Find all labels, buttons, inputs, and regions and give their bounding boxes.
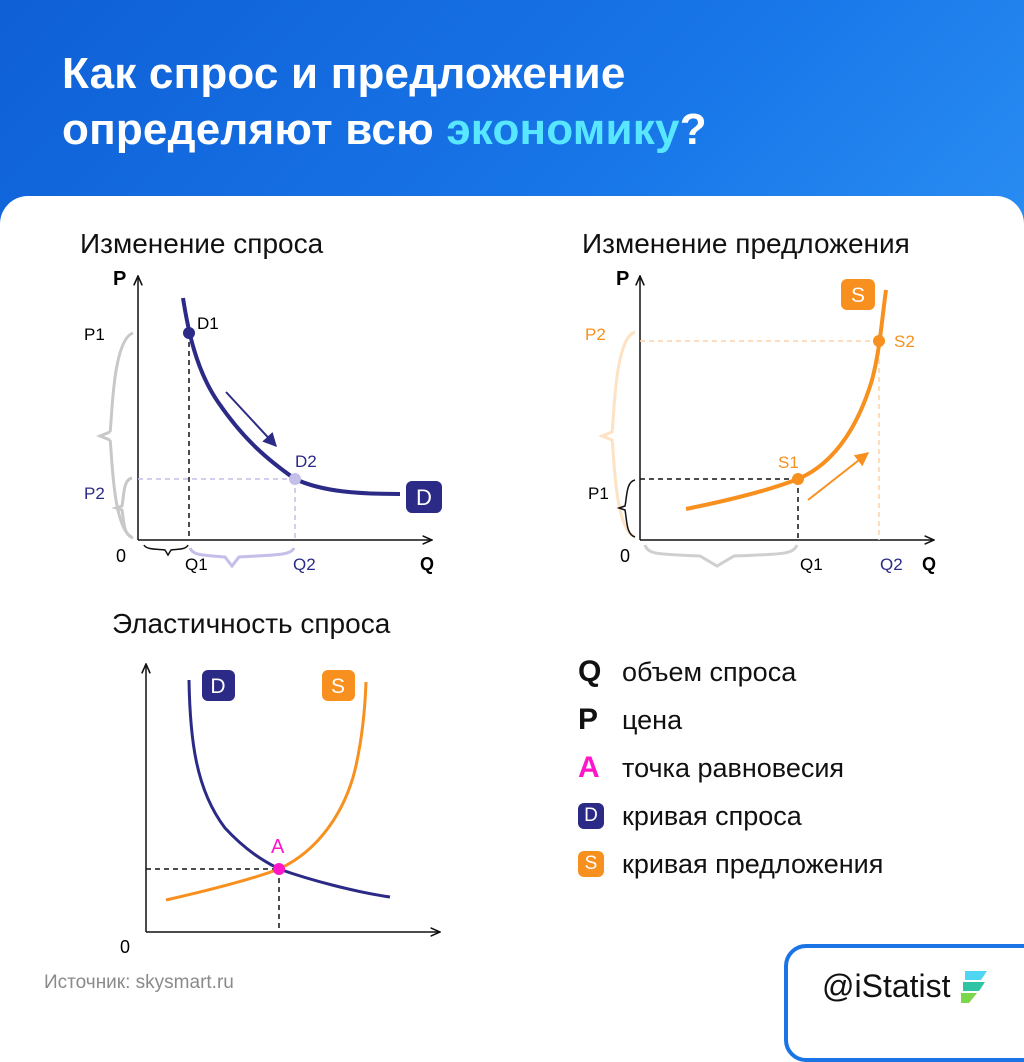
- legend-symbol: A: [578, 751, 600, 784]
- supply-curve: [685, 289, 888, 511]
- y-axis-label: P: [616, 268, 629, 290]
- q1-label: Q1: [800, 555, 823, 574]
- demand-curve: [181, 297, 401, 496]
- legend-label: объем спроса: [622, 656, 797, 687]
- legend-item-quantity: Q объем спроса: [578, 648, 883, 696]
- legend-label: кривая предложения: [622, 848, 884, 879]
- demand-curve: [187, 679, 391, 899]
- supply-shift-arrow: [807, 452, 870, 501]
- elasticity-chart: 0 A D S: [120, 664, 440, 957]
- demand-change-title: Изменение спроса: [80, 228, 324, 259]
- page-title: Как спрос и предложение определяют всю э…: [62, 46, 707, 158]
- supply-change-title: Изменение предложения: [582, 228, 910, 259]
- supply-curve-badge: [322, 670, 355, 701]
- p1-brace: [616, 479, 636, 538]
- legend-badge: D: [578, 803, 604, 829]
- legend-item-price: P цена: [578, 696, 883, 744]
- supply-curve: [165, 681, 368, 902]
- p2-brace: [597, 330, 636, 539]
- legend-label: точка равновесия: [622, 752, 845, 783]
- brand[interactable]: @iStatist: [822, 968, 989, 1005]
- q1-brace: [643, 544, 799, 568]
- demand-shift-arrow: [225, 391, 277, 448]
- legend-item-supply-curve: S кривая предложения: [578, 840, 883, 888]
- q2-brace: [188, 547, 296, 569]
- legend-badge: S: [578, 851, 604, 877]
- title-line-2: определяют всю: [62, 105, 447, 154]
- p1-label: P1: [588, 484, 609, 503]
- s1-point: [792, 473, 804, 485]
- s2-label: S2: [894, 332, 915, 351]
- legend-symbol: Q: [578, 655, 602, 688]
- demand-curve-badge: [202, 670, 235, 701]
- origin-label: 0: [116, 546, 126, 566]
- demand-curve-badge-text: D: [416, 485, 432, 510]
- p2-label: P2: [585, 325, 606, 344]
- demand-curve-badge: [406, 481, 442, 513]
- legend-symbol: P: [578, 703, 599, 736]
- legend-item-equilibrium: A точка равновесия: [578, 744, 883, 792]
- d1-point: [183, 327, 195, 339]
- p1-label: P1: [84, 325, 105, 344]
- d2-point: [289, 473, 301, 485]
- brand-handle[interactable]: @iStatist: [822, 968, 951, 1004]
- supply-change-chart: P Q 0 P2 P1 Q1 Q2 S1 S2 S: [585, 268, 936, 574]
- q1-label: Q1: [185, 555, 208, 574]
- supply-curve-badge-text: S: [331, 675, 345, 698]
- q1-brace: [143, 544, 189, 557]
- elasticity-title: Эластичность спроса: [112, 608, 391, 639]
- title-highlight: экономику: [446, 105, 680, 154]
- legend-item-demand-curve: D кривая спроса: [578, 792, 883, 840]
- title-line-1: Как спрос и предложение: [62, 49, 626, 98]
- content-card: [0, 196, 1024, 1024]
- q2-label: Q2: [880, 555, 903, 574]
- supply-curve-badge-text: S: [851, 284, 865, 307]
- equilibrium-label: A: [271, 836, 285, 858]
- d2-label: D2: [295, 452, 317, 471]
- supply-curve-badge: [841, 279, 875, 310]
- origin-label: 0: [620, 546, 630, 566]
- d1-label: D1: [197, 314, 219, 333]
- demand-change-chart: P Q 0 P1 P2 Q1 Q2 D1 D2 D: [84, 268, 442, 574]
- demand-curve-badge-text: D: [210, 675, 225, 698]
- p2-brace: [111, 476, 133, 539]
- origin-label: 0: [120, 937, 130, 957]
- s2-point: [873, 335, 885, 347]
- y-axis-label: P: [113, 268, 126, 290]
- s1-label: S1: [778, 453, 799, 472]
- title-question-mark: ?: [679, 105, 707, 154]
- legend-label: цена: [622, 704, 683, 735]
- legend-label: кривая спроса: [622, 800, 802, 831]
- x-axis-label: Q: [922, 554, 936, 574]
- q2-label: Q2: [293, 555, 316, 574]
- x-axis-label: Q: [420, 554, 434, 574]
- diagrams-canvas: P Q 0 P1 P2 Q1 Q2 D1 D2 D P Q 0 P2 P1 Q1: [84, 268, 936, 957]
- source-note: Источник: skysmart.ru: [44, 972, 234, 993]
- legend: Q объем спроса P цена A точка равновесия…: [578, 648, 883, 888]
- leaf-logo-icon: [960, 970, 987, 1003]
- p2-label: P2: [84, 484, 105, 503]
- equilibrium-point: [273, 863, 285, 875]
